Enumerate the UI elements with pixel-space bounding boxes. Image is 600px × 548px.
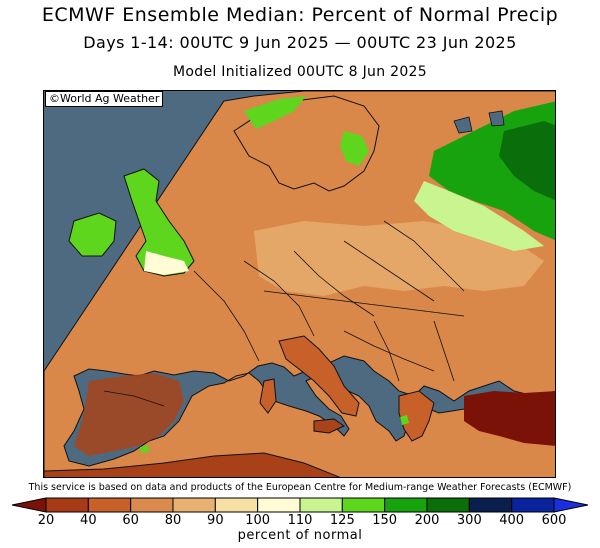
colorbar-bin — [214, 497, 259, 513]
colorbar-bin — [130, 497, 174, 513]
colorbar-bin — [257, 497, 301, 513]
land-north-africa — [44, 452, 341, 477]
colorbar-tick-label: 300 — [456, 513, 482, 528]
precip-map — [43, 90, 556, 478]
colorbar-bin — [87, 497, 132, 513]
scandinavia-wet-sweden — [340, 131, 369, 166]
land-ireland — [68, 212, 117, 257]
colorbar-bin — [172, 497, 216, 513]
colorbar-ticks: 20 40 60 80 90 100 110 125 150 200 300 400 600 — [0, 513, 600, 529]
country-borders — [103, 220, 465, 407]
colorbar-tick-label: 20 — [37, 513, 55, 528]
land-sicily — [313, 418, 345, 434]
east-moist-band — [414, 181, 544, 251]
colorbar-tick-label: 150 — [372, 513, 398, 528]
ecmwf-service-note: This service is based on data and produc… — [28, 482, 572, 493]
europe-map-svg — [44, 91, 555, 477]
colorbar-tick-label: 40 — [80, 513, 97, 528]
colorbar-tick-label: 200 — [414, 513, 440, 528]
colorbar-bin — [45, 497, 89, 513]
colorbar-bin — [426, 497, 470, 513]
colorbar-bin — [468, 497, 513, 513]
land-sardinia — [259, 378, 277, 414]
colorbar — [11, 497, 589, 513]
colorbar-bin-low — [11, 497, 47, 513]
lake-ladoga — [453, 116, 473, 134]
colorbar-tick-label: 80 — [164, 513, 182, 528]
land-great-britain — [123, 168, 195, 277]
greece-wet-spot — [400, 415, 409, 425]
units-label: percent of normal — [237, 528, 363, 543]
east-wet-core — [499, 121, 555, 201]
central-europe-tan — [254, 221, 544, 296]
colorbar-bin — [511, 497, 555, 513]
colorbar-bin — [299, 497, 343, 513]
map-title: ECMWF Ensemble Median: Percent of Normal… — [41, 4, 559, 26]
colorbar-tick-label: 400 — [499, 513, 525, 528]
colorbar-tick-label: 600 — [541, 513, 567, 528]
colorbar-tick-label: 60 — [122, 513, 139, 528]
great-britain-south — [144, 251, 189, 275]
turkey-dry — [464, 391, 555, 446]
iberia-dry — [74, 373, 184, 456]
colorbar-tick-label: 110 — [287, 513, 313, 528]
credit-label: ©World Ag Weather — [45, 91, 164, 107]
model-initialized: Model Initialized 00UTC 8 Jun 2025 — [173, 64, 427, 80]
forecast-period: Days 1-14: 00UTC 9 Jun 2025 — 00UTC 23 J… — [83, 33, 517, 52]
colorbar-bin-high — [553, 497, 589, 513]
colorbar-tick-label: 125 — [329, 513, 355, 528]
colorbar-tick-label: 100 — [245, 513, 271, 528]
colorbar-tick-label: 90 — [207, 513, 224, 528]
spain-wet-spot — [140, 445, 149, 453]
scandinavia-wet-north — [244, 96, 306, 129]
colorbar-bin — [341, 497, 386, 513]
colorbar-bin — [384, 497, 428, 513]
lake-onega — [488, 110, 505, 127]
land-italy — [278, 335, 360, 417]
